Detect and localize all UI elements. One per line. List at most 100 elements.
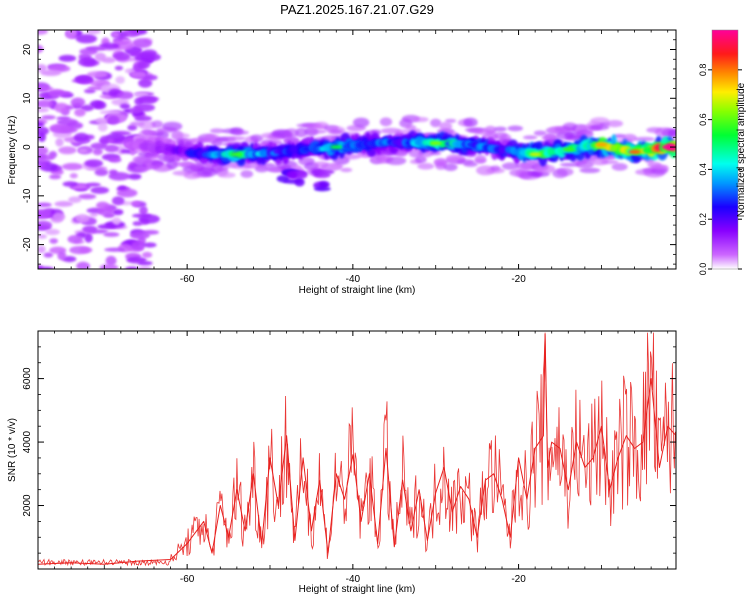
- noise-blob: [99, 135, 109, 146]
- noise-blob: [38, 245, 46, 254]
- ridge-peak: [661, 144, 674, 150]
- halo-blob: [507, 125, 524, 132]
- halo-blob: [667, 129, 676, 138]
- noise-blob: [61, 162, 84, 171]
- noise-blob: [38, 154, 55, 161]
- snr-x-label: Height of straight line (km): [299, 584, 416, 595]
- halo-blob: [162, 121, 183, 131]
- spectrogram-y-tick-label: 0: [22, 144, 33, 150]
- side-blob: [286, 170, 298, 179]
- noise-blob: [43, 252, 54, 258]
- noise-blob: [138, 214, 160, 224]
- halo-blob: [414, 155, 427, 164]
- ridge-peak: [529, 152, 542, 157]
- halo-blob: [443, 163, 458, 171]
- spectrogram-x-tick-label: -20: [511, 274, 526, 285]
- halo-blob: [484, 125, 497, 135]
- halo-blob: [250, 134, 264, 143]
- noise-blob: [137, 261, 153, 266]
- halo-blob: [430, 118, 442, 128]
- side-blob: [313, 186, 331, 192]
- ridge-peak: [330, 144, 343, 150]
- halo-blob: [174, 133, 190, 139]
- snr-frame: [37, 330, 677, 570]
- noise-blob: [104, 247, 126, 252]
- noise-blob: [97, 224, 116, 230]
- noise-blob: [54, 201, 74, 207]
- noise-blob: [115, 76, 125, 84]
- noise-blob: [74, 75, 93, 83]
- ridge-peak: [230, 152, 243, 157]
- noise-blob: [57, 251, 67, 261]
- chart-title: PAZ1.2025.167.21.07.G29: [280, 2, 434, 17]
- noise-blob: [129, 231, 150, 240]
- noise-blob: [74, 108, 86, 117]
- noise-blob: [52, 212, 66, 221]
- halo-blob: [474, 158, 487, 163]
- halo-blob: [228, 136, 246, 141]
- snr-x-tick-label: -40: [346, 574, 361, 585]
- noise-blob: [38, 107, 50, 113]
- noise-blob: [99, 110, 121, 115]
- side-blob: [294, 177, 305, 187]
- noise-blob: [86, 71, 108, 78]
- noise-blob: [108, 169, 118, 176]
- noise-blob: [65, 105, 74, 110]
- noise-blob: [132, 38, 152, 49]
- halo-blob: [295, 127, 308, 138]
- noise-blob: [76, 261, 91, 269]
- noise-blob: [56, 116, 71, 121]
- spectrogram-x-label: Height of straight line (km): [299, 285, 416, 296]
- snr-y-label: SNR (10 * v/v): [7, 418, 18, 482]
- noise-blob: [68, 196, 82, 203]
- noise-blob: [69, 173, 78, 179]
- halo-blob: [430, 150, 442, 156]
- noise-blob: [38, 202, 52, 208]
- noise-blob: [38, 146, 49, 156]
- spectrogram-heatmap: [38, 30, 676, 269]
- ridge-peak: [429, 140, 442, 146]
- noise-blob: [103, 232, 120, 237]
- noise-blob: [141, 251, 153, 258]
- halo-blob: [606, 119, 624, 128]
- noise-blob: [130, 71, 147, 78]
- noise-blob: [58, 146, 77, 155]
- colorbar-tick-label: 0.8: [698, 64, 708, 77]
- halo-blob: [218, 172, 236, 178]
- halo-blob: [445, 118, 457, 123]
- noise-blob: [54, 102, 69, 113]
- noise-blob: [138, 266, 152, 269]
- noise-blob: [62, 181, 78, 187]
- noise-blob: [40, 69, 62, 77]
- noise-blob: [94, 168, 109, 177]
- halo-blob: [463, 117, 478, 128]
- snr-series-line: [38, 333, 676, 565]
- noise-blob: [130, 200, 141, 207]
- noise-blob: [86, 30, 101, 35]
- noise-blob: [38, 121, 45, 127]
- colorbar-tick-label: 0.2: [698, 213, 708, 226]
- noise-blob: [107, 115, 120, 125]
- halo-blob: [634, 136, 655, 142]
- noise-blob: [112, 51, 131, 61]
- side-blob: [276, 175, 290, 183]
- spectrogram-y-ticks: -20 -10 0 10 20: [22, 29, 676, 265]
- halo-blob: [405, 124, 417, 131]
- halo-blob: [341, 153, 361, 160]
- noise-blob: [78, 148, 88, 154]
- halo-blob: [490, 165, 501, 172]
- halo-blob: [579, 167, 601, 174]
- noise-blob: [55, 138, 64, 147]
- noise-blob: [85, 46, 106, 52]
- noise-blob: [79, 247, 93, 253]
- noise-blob: [134, 115, 152, 122]
- noise-blob: [137, 60, 151, 69]
- noise-blob: [112, 216, 121, 226]
- spectrogram-y-tick-label: 10: [22, 92, 33, 104]
- halo-blob: [533, 130, 547, 136]
- noise-blob: [67, 234, 83, 244]
- noise-blob: [125, 266, 139, 269]
- spectrogram-x-ticks: -60 -40 -20: [37, 30, 669, 285]
- halo-blob: [611, 162, 628, 171]
